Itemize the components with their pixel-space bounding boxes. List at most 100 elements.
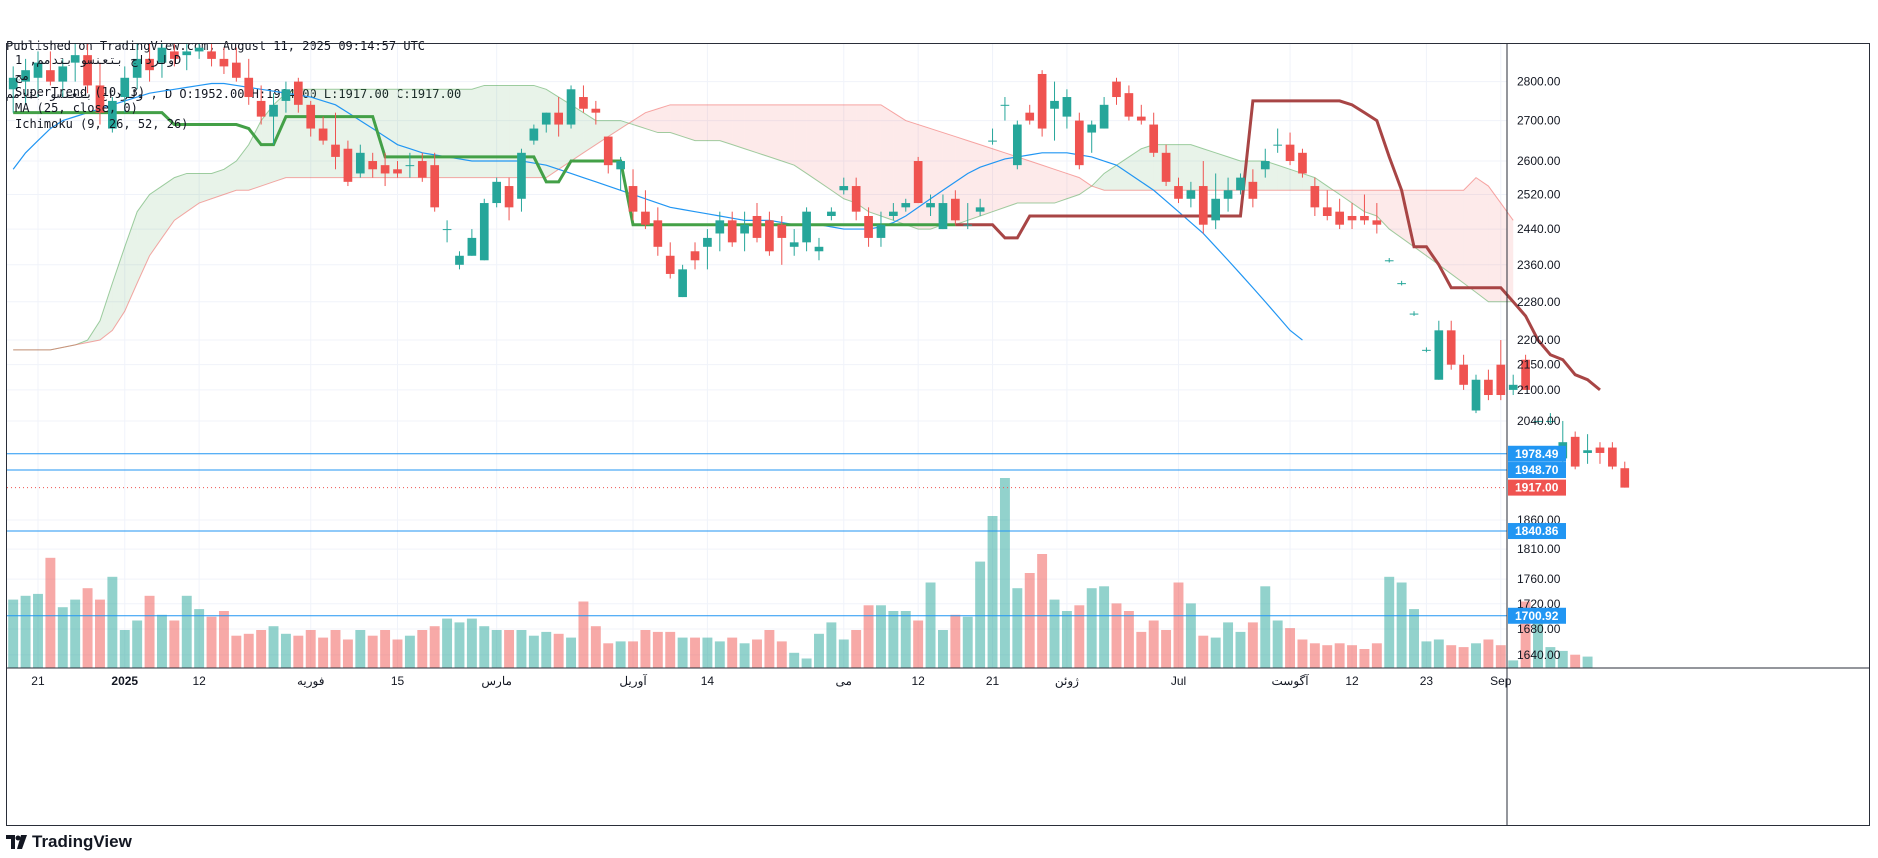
price-chart[interactable]: 2800.00 2700.00 2600.00 2520.00 2440.00 2360.… bbox=[7, 44, 1869, 825]
ma-line bbox=[12, 82, 1303, 341]
cloud-segment bbox=[1203, 148, 1216, 191]
legend-ichimoku[interactable]: Ichimoku (9, 26, 52, 26) bbox=[15, 117, 189, 131]
candle-body bbox=[1409, 313, 1419, 315]
volume-bar bbox=[1024, 573, 1035, 668]
volume-bar bbox=[1359, 649, 1370, 668]
time-tick-label: Jul bbox=[1171, 674, 1186, 688]
candle-body bbox=[1595, 447, 1605, 453]
cloud-segment bbox=[595, 120, 609, 145]
candle-body bbox=[455, 255, 464, 265]
volume-bar bbox=[82, 588, 93, 668]
candle-body bbox=[256, 100, 266, 117]
volume-bar bbox=[1099, 586, 1110, 668]
time-axis[interactable]: 21 2025 12 فوریه 15 مارس آوریل 14 می 12 21 ژوئن Jul آ… bbox=[7, 667, 1869, 688]
volume-bars bbox=[8, 478, 1593, 668]
cloud-segment bbox=[149, 186, 162, 256]
volume-bar bbox=[256, 630, 267, 668]
candle-body bbox=[1223, 190, 1233, 199]
price-label-box bbox=[1508, 462, 1566, 479]
volume-bar bbox=[1173, 582, 1184, 668]
candle-body bbox=[1397, 283, 1406, 285]
price-tick-label: 2280.00 bbox=[1517, 295, 1561, 309]
price-axis[interactable]: 2800.00 2700.00 2600.00 2520.00 2440.00 2360.… bbox=[1506, 44, 1566, 825]
cloud-segment bbox=[161, 177, 175, 238]
volume-bar bbox=[1570, 654, 1581, 668]
candle-body bbox=[1620, 468, 1630, 488]
candle-body bbox=[8, 77, 18, 90]
candle-body bbox=[1335, 211, 1344, 225]
cloud-segment bbox=[211, 169, 224, 199]
volume-bar bbox=[1198, 635, 1209, 668]
cloud-segment bbox=[1352, 190, 1365, 212]
candle-body bbox=[1124, 93, 1134, 117]
volume-bar bbox=[752, 639, 762, 668]
candles[interactable] bbox=[8, 44, 1630, 488]
candle-body bbox=[1248, 181, 1258, 199]
volume-bar bbox=[8, 599, 19, 668]
candle-body bbox=[293, 81, 303, 105]
cloud-segment bbox=[112, 246, 125, 331]
volume-bar bbox=[776, 641, 787, 668]
cloud-segment bbox=[496, 85, 510, 178]
volume-bar bbox=[442, 618, 453, 668]
cloud-segment bbox=[1004, 152, 1018, 208]
candle-body bbox=[1459, 364, 1468, 385]
cloud-segment bbox=[719, 104, 733, 145]
candle-body bbox=[988, 140, 997, 142]
cloud-segment bbox=[1339, 190, 1353, 204]
cloud-segment bbox=[1079, 177, 1092, 195]
chart-frame[interactable]: 2800.00 2700.00 2600.00 2520.00 2440.00 2360.… bbox=[6, 43, 1870, 826]
candle-body bbox=[975, 207, 985, 212]
volume-bar bbox=[1396, 582, 1407, 668]
candle-body bbox=[46, 70, 55, 82]
volume-bar bbox=[714, 641, 725, 668]
volume-bar bbox=[1272, 620, 1283, 668]
candle-body bbox=[306, 104, 316, 129]
candle-body bbox=[1211, 198, 1221, 221]
cloud-segment bbox=[980, 144, 993, 216]
horizontal-lines[interactable] bbox=[7, 453, 1507, 617]
volume-bar bbox=[789, 652, 800, 668]
candle-body bbox=[789, 242, 799, 247]
candle-body bbox=[1322, 207, 1332, 216]
volume-bar bbox=[1161, 630, 1172, 668]
volume-bar bbox=[814, 633, 824, 668]
price-tick-label: 2600.00 bbox=[1517, 154, 1561, 168]
cloud-segment bbox=[546, 89, 559, 178]
tradingview-logo[interactable]: TradingView bbox=[6, 830, 132, 854]
volume-bar bbox=[628, 641, 638, 668]
time-tick-label: 21 bbox=[986, 674, 1000, 688]
candle-body bbox=[1099, 104, 1109, 129]
volume-bar bbox=[1409, 609, 1419, 668]
cloud-segment bbox=[744, 104, 757, 153]
price-label-box bbox=[1508, 523, 1566, 540]
candle-body bbox=[727, 220, 737, 243]
cloud-segment bbox=[285, 89, 299, 178]
volume-bar bbox=[665, 631, 676, 668]
candle-body bbox=[157, 47, 167, 63]
candle-body bbox=[802, 211, 811, 243]
volume-bar bbox=[1260, 586, 1271, 668]
volume-bar bbox=[417, 630, 428, 668]
candle-body bbox=[232, 62, 241, 78]
legend-supertrend[interactable]: SuperTrend (10, 3) bbox=[15, 85, 146, 99]
volume-bar bbox=[541, 631, 552, 668]
volume-bar bbox=[107, 576, 118, 668]
candle-body bbox=[430, 165, 440, 208]
cloud-segment bbox=[137, 194, 150, 284]
candle-body bbox=[653, 220, 663, 247]
candle-body bbox=[1012, 124, 1022, 166]
volume-bar bbox=[838, 639, 849, 668]
price-tick-label: 2150.00 bbox=[1517, 358, 1561, 372]
cloud-segment bbox=[1414, 190, 1427, 256]
candle-body bbox=[591, 108, 601, 113]
price-tick-label: 2520.00 bbox=[1517, 188, 1561, 202]
legend-ma[interactable]: MA (25, close, 0) bbox=[15, 101, 138, 115]
candle-body bbox=[926, 203, 935, 208]
candle-body bbox=[678, 269, 687, 298]
volume-bar bbox=[1285, 628, 1296, 668]
volume-bar bbox=[603, 643, 614, 668]
time-tick-label: Sep bbox=[1490, 674, 1512, 688]
candle-body bbox=[715, 220, 725, 234]
cloud-segment bbox=[1463, 177, 1477, 293]
